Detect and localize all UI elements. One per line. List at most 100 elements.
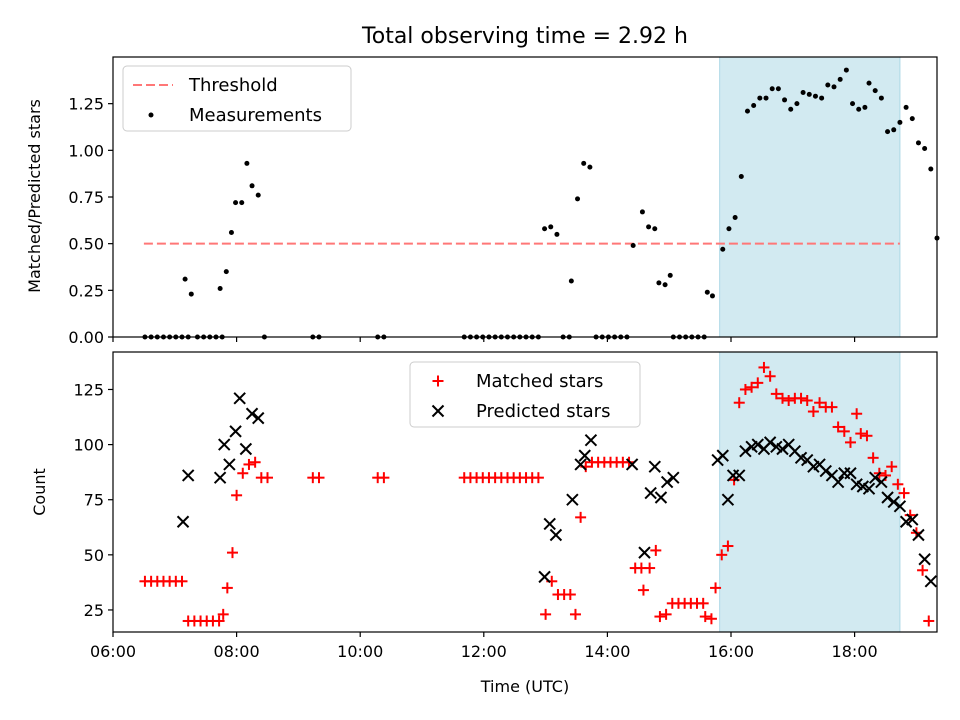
measurement-point bbox=[646, 224, 652, 230]
measurement-point bbox=[831, 84, 837, 90]
measurement-point bbox=[738, 173, 744, 179]
measurement-point bbox=[856, 106, 862, 112]
measurement-point bbox=[667, 272, 673, 278]
predicted-star-point bbox=[181, 469, 195, 482]
predicted-star-point bbox=[218, 438, 231, 451]
matched-star-point bbox=[654, 611, 666, 623]
matched-star-point bbox=[226, 547, 238, 559]
measurement-point bbox=[704, 289, 710, 295]
measurement-point bbox=[915, 140, 921, 146]
matched-star-point bbox=[710, 582, 722, 594]
matched-star-point bbox=[313, 472, 325, 484]
predicted-star-point bbox=[912, 528, 925, 542]
predicted-star-point bbox=[868, 471, 882, 484]
predicted-star-point bbox=[844, 467, 857, 480]
matched-star-point bbox=[867, 452, 879, 464]
matched-star-point bbox=[838, 425, 850, 437]
y-tick-label: 0.75 bbox=[68, 188, 104, 207]
measurement-point bbox=[897, 119, 903, 125]
matched-star-point bbox=[697, 597, 709, 609]
matched-star-point bbox=[540, 608, 552, 620]
matched-star-point bbox=[176, 575, 188, 587]
predicted-star-point bbox=[654, 491, 668, 504]
measurement-point bbox=[548, 224, 554, 230]
matched-star-point bbox=[660, 608, 672, 620]
measurement-point bbox=[587, 164, 593, 170]
measurement-point bbox=[878, 95, 884, 101]
measurement-point bbox=[891, 127, 897, 133]
y-tick-label: 1.25 bbox=[68, 95, 104, 114]
measurement-point bbox=[709, 293, 715, 299]
predicted-star-point bbox=[924, 575, 938, 588]
matched-star-point bbox=[826, 401, 838, 413]
measurement-point bbox=[720, 246, 726, 252]
matched-star-point bbox=[851, 408, 863, 420]
y-tick-label: 25 bbox=[84, 601, 104, 620]
matched-star-point bbox=[758, 361, 770, 373]
matched-star-point bbox=[801, 395, 813, 407]
matched-star-point bbox=[217, 608, 229, 620]
matched-star-point bbox=[532, 472, 544, 484]
x-tick-label: 06:00 bbox=[90, 642, 136, 661]
matched-star-point bbox=[917, 564, 929, 576]
bottom-y-axis-label: Count bbox=[30, 468, 49, 516]
matched-star-point bbox=[832, 421, 844, 433]
predicted-star-point bbox=[733, 469, 746, 482]
measurement-point bbox=[800, 89, 806, 95]
measurement-point bbox=[782, 97, 788, 103]
predicted-star-point bbox=[239, 442, 253, 456]
predicted-star-point bbox=[721, 493, 735, 506]
measurement-point bbox=[662, 282, 668, 288]
matched-star-point bbox=[221, 582, 233, 594]
measurement-point bbox=[928, 166, 934, 172]
predicted-star-point bbox=[893, 500, 907, 513]
observing-window-shade bbox=[719, 351, 901, 633]
predicted-star-point bbox=[776, 442, 789, 456]
matched-star-point bbox=[746, 381, 758, 393]
measurement-point bbox=[233, 200, 239, 206]
measurement-point bbox=[228, 229, 234, 235]
observing-window-shade bbox=[719, 56, 901, 338]
matched-star-point bbox=[764, 370, 776, 382]
predicted-star-point bbox=[233, 392, 246, 405]
predicted-star-point bbox=[574, 458, 587, 471]
matched-star-point bbox=[752, 377, 764, 389]
predicted-star-point bbox=[578, 449, 591, 462]
measurement-point bbox=[575, 196, 581, 202]
matched-star-point bbox=[237, 467, 249, 479]
chart-title: Total observing time = 2.92 h bbox=[361, 24, 688, 49]
measurement-point bbox=[581, 160, 587, 166]
predicted-star-point bbox=[638, 546, 651, 559]
measurement-point bbox=[652, 226, 658, 232]
matched-star-point bbox=[739, 383, 751, 395]
matched-star-point bbox=[795, 392, 807, 404]
y-tick-label: 125 bbox=[73, 380, 104, 399]
measurement-point bbox=[744, 108, 750, 114]
top-y-axis-label: Matched/Predicted stars bbox=[25, 99, 44, 293]
predicted-star-point bbox=[625, 458, 639, 471]
predicted-star-point bbox=[648, 460, 661, 473]
matched-star-point bbox=[733, 397, 745, 409]
matched-star-point bbox=[249, 456, 261, 468]
top-panel: 0.00 0.25 0.50 0.75 1.00 1.25 Threshold Measure… bbox=[68, 56, 940, 347]
matched-star-point bbox=[777, 392, 788, 404]
x-axis-label: Time (UTC) bbox=[480, 677, 569, 696]
predicted-star-point bbox=[906, 513, 919, 526]
y-tick-label: 50 bbox=[84, 546, 104, 565]
predicted-star-point bbox=[875, 475, 888, 489]
matched-star-point bbox=[886, 461, 898, 473]
measurement-point bbox=[554, 231, 560, 237]
predicted-star-point bbox=[252, 411, 265, 425]
predicted-star-point bbox=[644, 486, 657, 500]
predicted-star-point bbox=[660, 475, 674, 489]
predicted-star-point bbox=[918, 553, 931, 566]
y-tick-label: 1.00 bbox=[68, 141, 104, 160]
matched-star-point bbox=[844, 436, 856, 448]
measurement-point bbox=[751, 103, 757, 109]
matched-star-point bbox=[855, 428, 867, 440]
y-tick-label: 0.50 bbox=[68, 235, 104, 254]
matched-star-point bbox=[898, 487, 910, 499]
measurement-point bbox=[843, 67, 849, 73]
measurement-point bbox=[794, 101, 800, 107]
matched-star-point bbox=[699, 611, 711, 623]
